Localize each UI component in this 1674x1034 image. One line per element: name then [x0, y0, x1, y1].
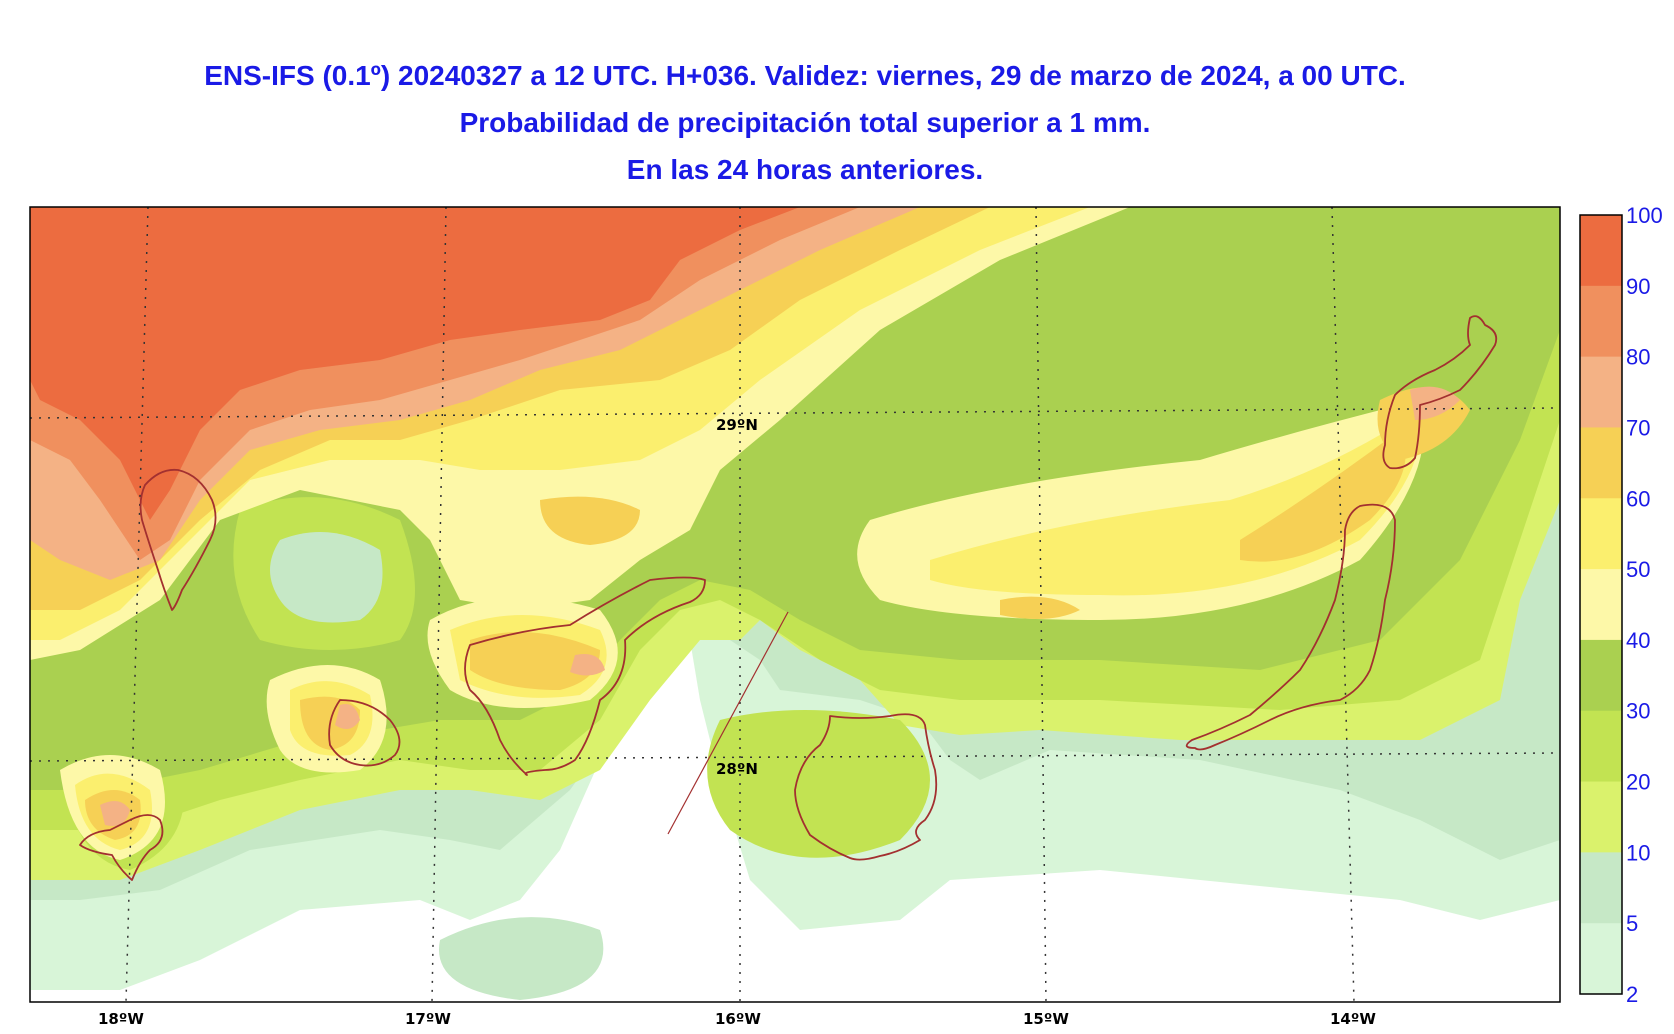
graticule: [29, 206, 1561, 1003]
legend-label: 80: [1626, 345, 1650, 370]
coastlines: [79, 315, 1498, 881]
island-la-palma: [139, 468, 217, 611]
legend-label: 20: [1626, 770, 1650, 795]
legend-swatch: [1580, 710, 1622, 783]
legend-label: 5: [1626, 911, 1638, 936]
legend-label: 100: [1626, 203, 1663, 228]
title-line-1: ENS-IFS (0.1º) 20240327 a 12 UTC. H+036.…: [204, 60, 1406, 91]
color-legend: 100 90 80 70 60 50 40 30 20 10 5 2: [1579, 203, 1663, 1007]
island-tenerife: [464, 576, 706, 776]
legend-swatch: [1580, 569, 1622, 641]
legend-label: 70: [1626, 415, 1650, 440]
legend-swatch: [1580, 923, 1622, 995]
legend-frame: [1579, 214, 1623, 995]
lon-label-16w: 16ºW: [715, 1010, 761, 1028]
title-line-3: En las 24 horas anteriores.: [626, 154, 984, 185]
legend-swatch: [1580, 215, 1622, 287]
lon-label-14w: 14ºW: [1330, 1010, 1376, 1028]
legend-label: 90: [1626, 274, 1650, 299]
map-frame: [29, 206, 1561, 1003]
legend-label: 10: [1626, 840, 1650, 865]
legend-swatch: [1580, 639, 1622, 712]
lat-label-28: 28ºN: [716, 760, 758, 778]
legend-label: 30: [1626, 699, 1650, 724]
island-lanzarote: [1382, 315, 1498, 470]
island-el-hierro: [79, 814, 164, 881]
legend-label: 60: [1626, 486, 1650, 511]
lon-label-15w: 15ºW: [1023, 1010, 1069, 1028]
island-la-gomera: [328, 699, 401, 767]
island-gran-canaria: [794, 713, 938, 861]
lon-label-18w: 18ºW: [98, 1010, 144, 1028]
legend-label: 40: [1626, 628, 1650, 653]
legend-swatch: [1580, 781, 1622, 853]
lon-label-17w: 17ºW: [405, 1010, 451, 1028]
legend-swatch: [1580, 852, 1622, 924]
legend-swatch: [1580, 427, 1622, 499]
legend-label: 50: [1626, 557, 1650, 582]
legend-swatch: [1580, 285, 1622, 358]
lat-label-29: 29ºN: [716, 416, 758, 434]
legend-swatch: [1580, 356, 1622, 428]
island-fuerteventura: [1185, 503, 1396, 751]
title-line-2: Probabilidad de precipitación total supe…: [459, 107, 1151, 138]
probability-field: [30, 207, 1560, 1002]
legend-swatch: [1580, 498, 1622, 570]
legend-label: 2: [1626, 982, 1638, 1007]
